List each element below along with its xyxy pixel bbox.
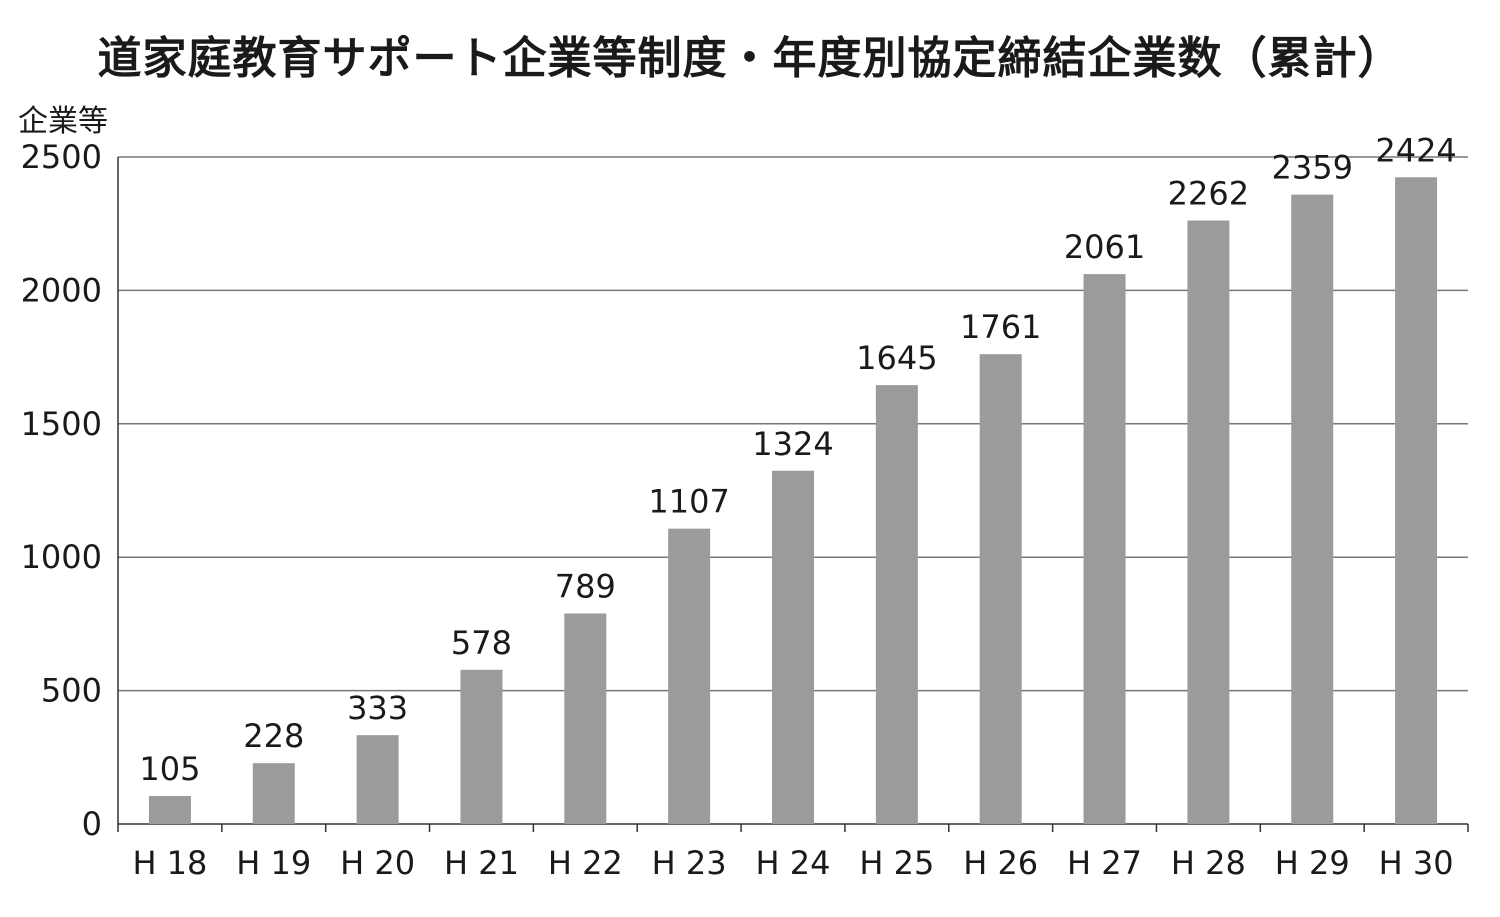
x-tick-label: H 19 [236,844,311,882]
x-tick-label: H 21 [444,844,519,882]
y-tick-label: 2000 [21,271,102,309]
data-label: 228 [243,717,304,755]
data-label: 789 [555,567,616,605]
y-axis-unit-label: 企業等 [18,104,108,139]
bar-H26 [979,354,1022,824]
data-label: 1645 [856,339,937,377]
x-tick-label: H 28 [1171,844,1246,882]
data-label: 578 [451,624,512,662]
x-tick-label: H 25 [859,844,934,882]
bar-H30 [1395,177,1438,824]
bar-H27 [1083,274,1126,824]
bar-H23 [668,528,711,824]
x-tick-label: H 27 [1067,844,1142,882]
data-label: 1107 [648,483,729,521]
y-tick-label: 1500 [21,405,102,443]
bar-H24 [772,470,814,824]
bar-H25 [875,385,918,824]
bar-H18 [148,795,191,824]
x-tick-label: H 30 [1379,844,1454,882]
data-label: 333 [347,689,408,727]
x-tick-label: H 29 [1275,844,1350,882]
y-tick-label: 500 [41,672,102,710]
bar-H22 [564,613,607,824]
y-tick-label: 0 [82,805,102,843]
y-tick-label: 1000 [21,538,102,576]
chart-title: 道家庭教育サポート企業等制度・年度別協定締結企業数（累計） [97,33,1403,84]
x-tick-label: H 18 [132,844,207,882]
data-label: 105 [139,750,200,788]
x-tick-label: H 22 [548,844,623,882]
y-tick-label: 2500 [21,138,102,176]
bar-H29 [1291,194,1334,825]
x-tick-label: H 20 [340,844,415,882]
data-label: 2359 [1272,149,1353,187]
x-tick-label: H 26 [963,844,1038,882]
data-label: 1761 [960,308,1041,346]
bar-H19 [252,763,295,824]
data-label: 2424 [1375,131,1456,169]
bar-H28 [1187,220,1230,824]
data-label: 1324 [752,425,833,463]
x-tick-label: H 23 [652,844,727,882]
x-tick-label: H 24 [756,844,831,882]
data-label: 2262 [1168,174,1249,212]
data-label: 2061 [1064,228,1145,266]
bar-H20 [356,735,399,824]
bar-H21 [460,669,503,824]
